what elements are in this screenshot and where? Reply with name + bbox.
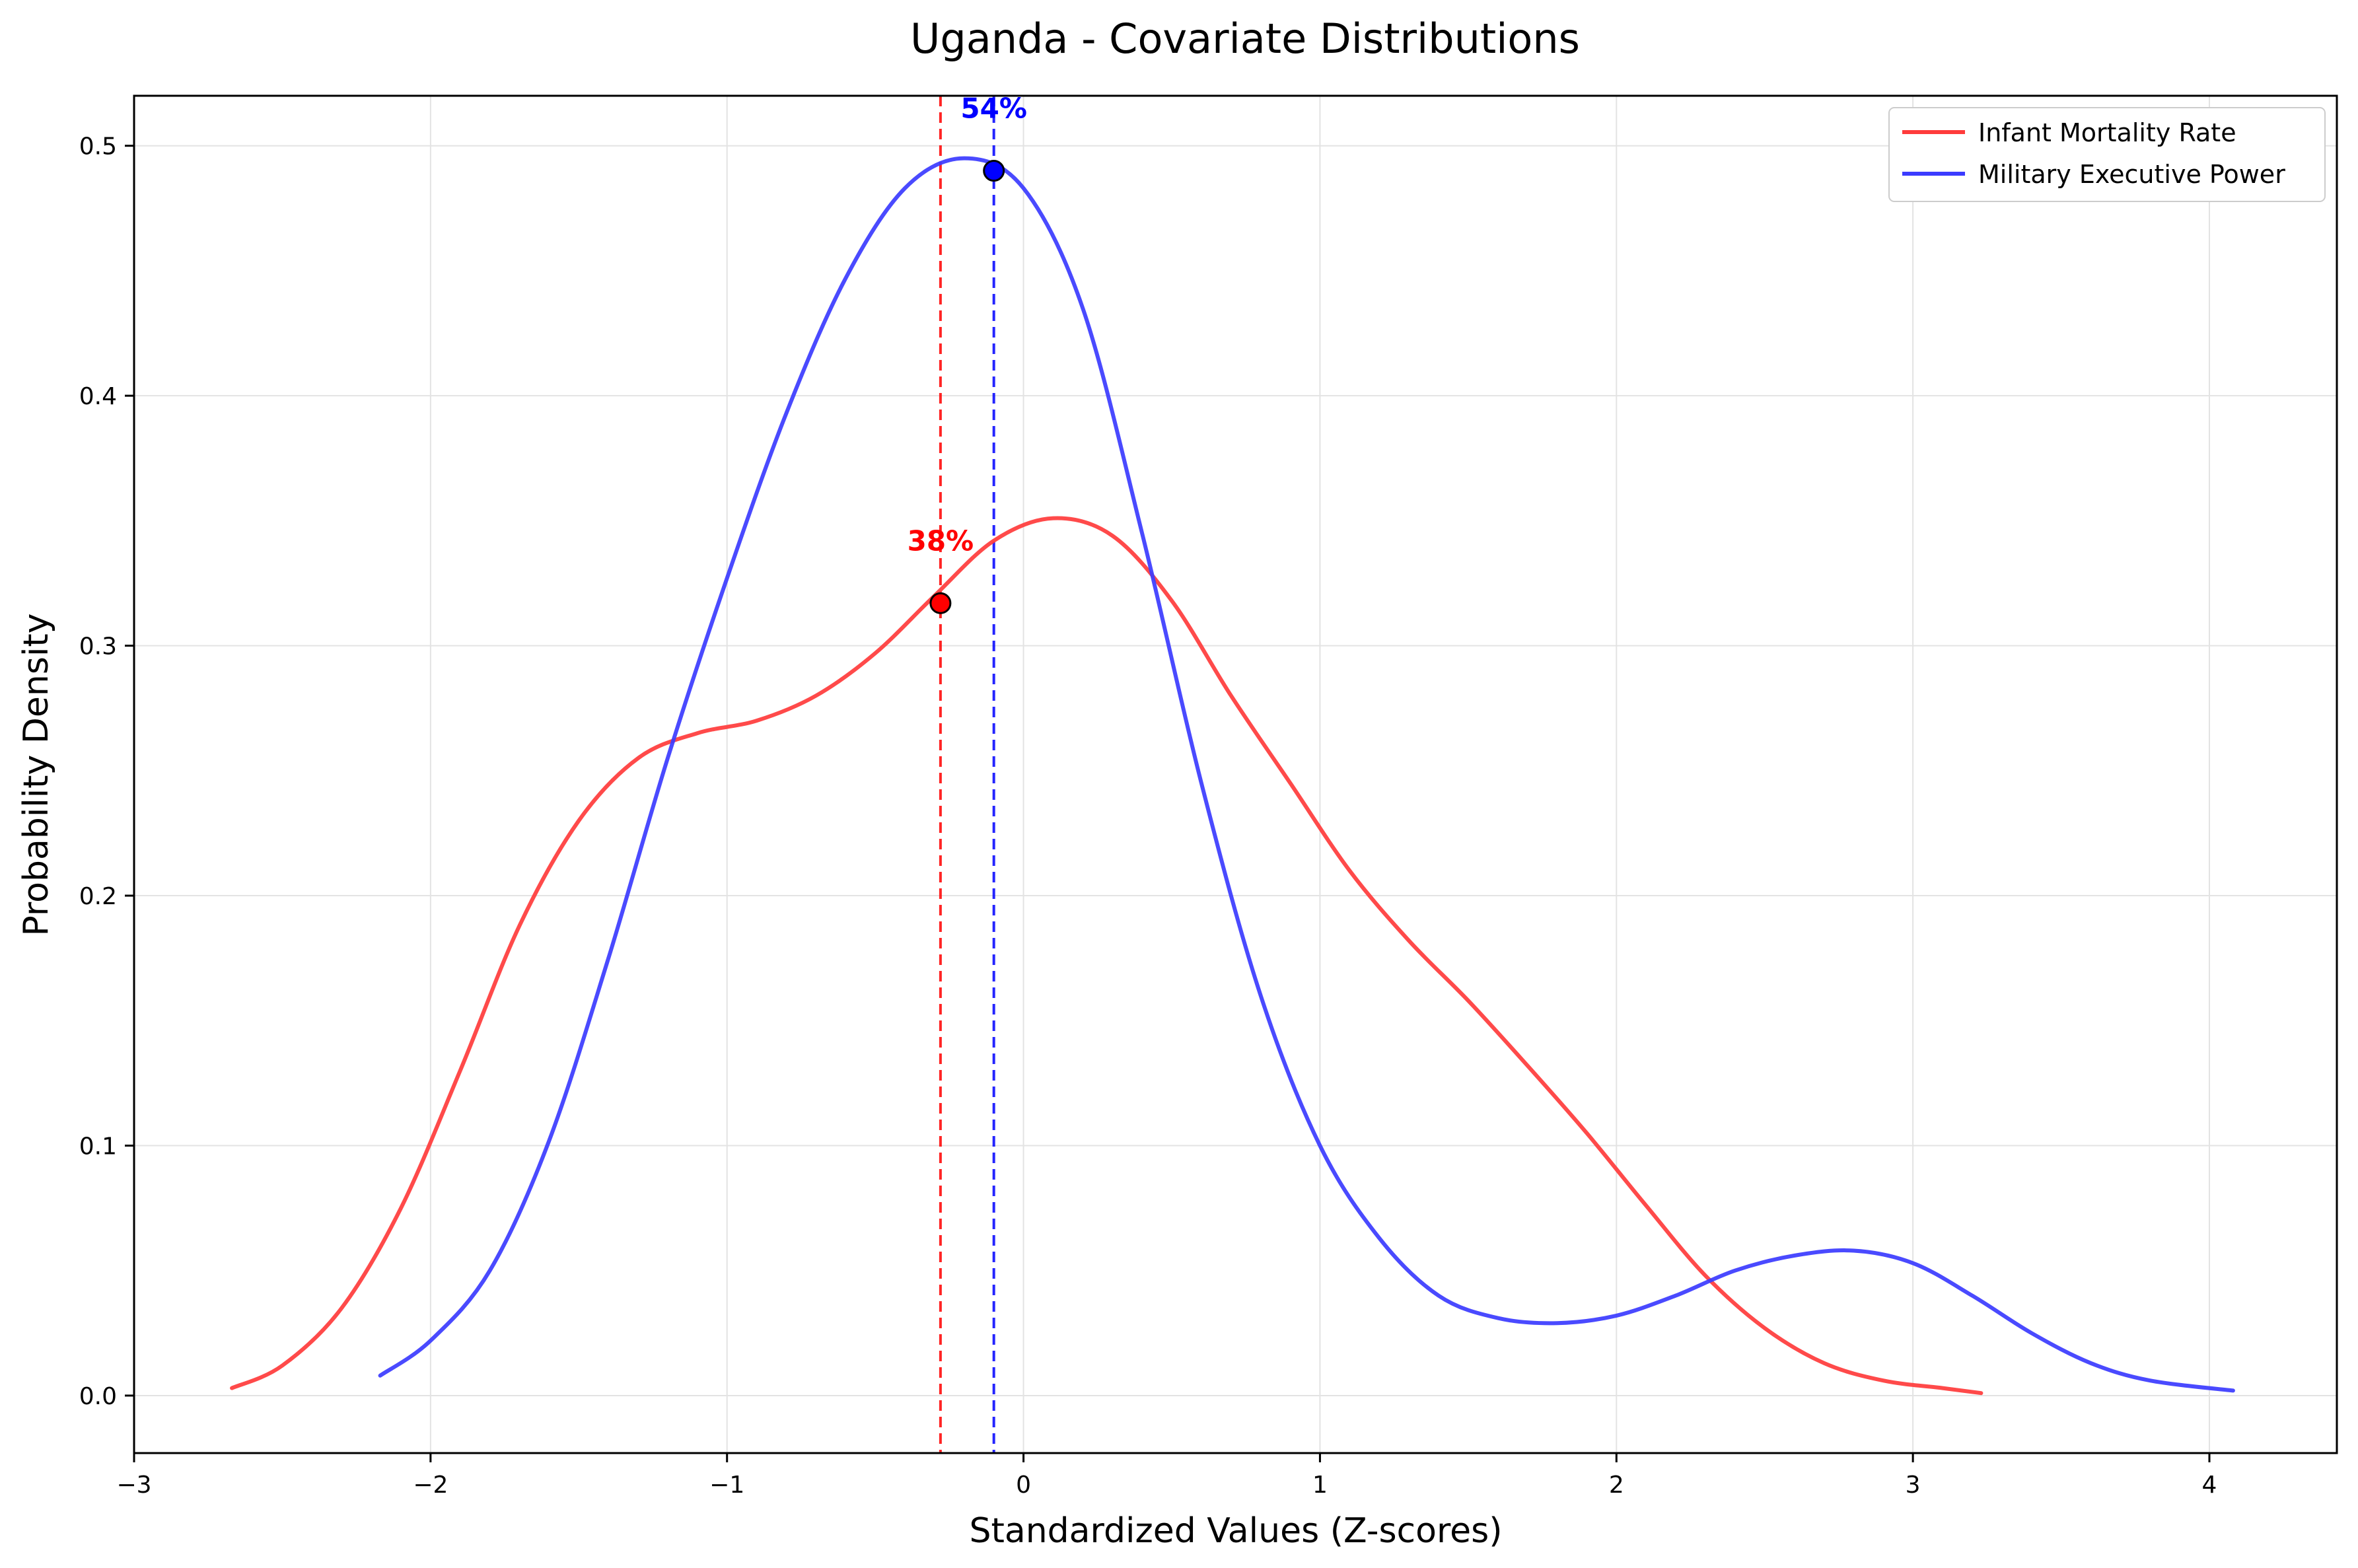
legend: Infant Mortality Rate Military Executive… bbox=[1888, 107, 2326, 202]
y-tick-label: 0.3 bbox=[79, 633, 117, 660]
x-tick-label: 2 bbox=[1609, 1472, 1624, 1499]
y-tick-label: 0.1 bbox=[79, 1133, 117, 1160]
series-line-1 bbox=[378, 156, 2235, 1393]
x-tick-label: 0 bbox=[1016, 1472, 1031, 1499]
x-axis-label: Standardized Values (Z-scores) bbox=[969, 1511, 1502, 1551]
y-tick-label: 0.5 bbox=[79, 133, 117, 160]
legend-label-military-executive-power: Military Executive Power bbox=[1978, 160, 2285, 189]
x-tick-label: −2 bbox=[413, 1472, 448, 1499]
marker-point-0 bbox=[929, 592, 952, 614]
annotations: 38% 54% bbox=[908, 92, 1027, 614]
axes: −3 −2 −1 0 1 2 3 4 0.0 0.1 0.2 0.3 0.4 0.5 bbox=[79, 94, 2338, 1499]
series-line-0 bbox=[230, 516, 1983, 1396]
marker-point-1 bbox=[983, 160, 1005, 182]
legend-frame bbox=[1888, 107, 2326, 202]
x-tick-label: 4 bbox=[2202, 1472, 2217, 1499]
marker-label-1: 54% bbox=[960, 92, 1027, 125]
x-tick-label: −1 bbox=[709, 1472, 744, 1499]
y-tick-label: 0.4 bbox=[79, 383, 117, 410]
legend-label-infant-mortality-rate: Infant Mortality Rate bbox=[1978, 118, 2236, 147]
marker-label-0: 38% bbox=[908, 524, 974, 557]
x-tick-label: 3 bbox=[1906, 1472, 1921, 1499]
x-tick-label: −3 bbox=[116, 1472, 151, 1499]
plot-frame bbox=[133, 94, 2338, 1454]
x-tick-label: 1 bbox=[1312, 1472, 1328, 1499]
chart-title: Uganda - Covariate Distributions bbox=[910, 15, 1580, 63]
series-layer bbox=[230, 96, 2235, 1453]
y-tick-label: 0.0 bbox=[79, 1383, 117, 1410]
grid bbox=[133, 96, 2337, 1453]
y-axis-label: Probability Density bbox=[17, 613, 56, 936]
y-tick-label: 0.2 bbox=[79, 883, 117, 910]
